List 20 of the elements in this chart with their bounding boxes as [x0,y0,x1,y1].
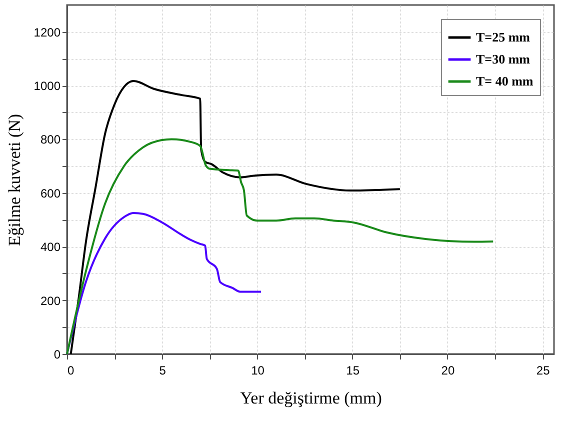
y-tick-label: 1200 [34,25,61,40]
y-tick-label: 0 [54,348,61,362]
y-tick-label: 1000 [34,79,61,94]
y-axis-title: Eğilme kuvveti (N) [4,114,24,246]
x-tick-label: 15 [346,364,360,378]
y-tick-label: 800 [40,132,61,147]
line-series [70,80,401,355]
y-tick-label: 400 [40,240,61,254]
line-series [66,138,494,355]
legend-label: T=30 mm [476,52,530,66]
x-tick-label: 10 [251,364,265,378]
x-tick-label: 5 [159,364,166,378]
x-tick-label: 25 [536,364,550,378]
x-axis-title: Yer değiştirme (mm) [240,388,382,408]
x-tick-label: 20 [441,364,455,378]
y-tick-label: 600 [40,186,61,200]
y-tick-label: 200 [40,294,61,308]
x-tick-label: 0 [68,364,74,378]
legend-label: T=25 mm [476,30,530,44]
legend-label: T= 40 mm [476,74,534,88]
